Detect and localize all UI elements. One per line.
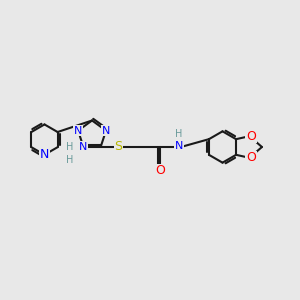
Text: S: S	[115, 140, 122, 154]
Text: N: N	[175, 140, 183, 151]
Text: H: H	[65, 142, 73, 152]
Text: O: O	[246, 130, 256, 143]
Text: H: H	[175, 129, 182, 139]
Text: O: O	[246, 151, 256, 164]
Text: N: N	[74, 126, 82, 136]
Text: N: N	[79, 142, 88, 152]
Text: O: O	[155, 164, 165, 177]
Text: N: N	[102, 126, 110, 136]
Text: H: H	[66, 155, 74, 165]
Text: N: N	[40, 148, 49, 161]
